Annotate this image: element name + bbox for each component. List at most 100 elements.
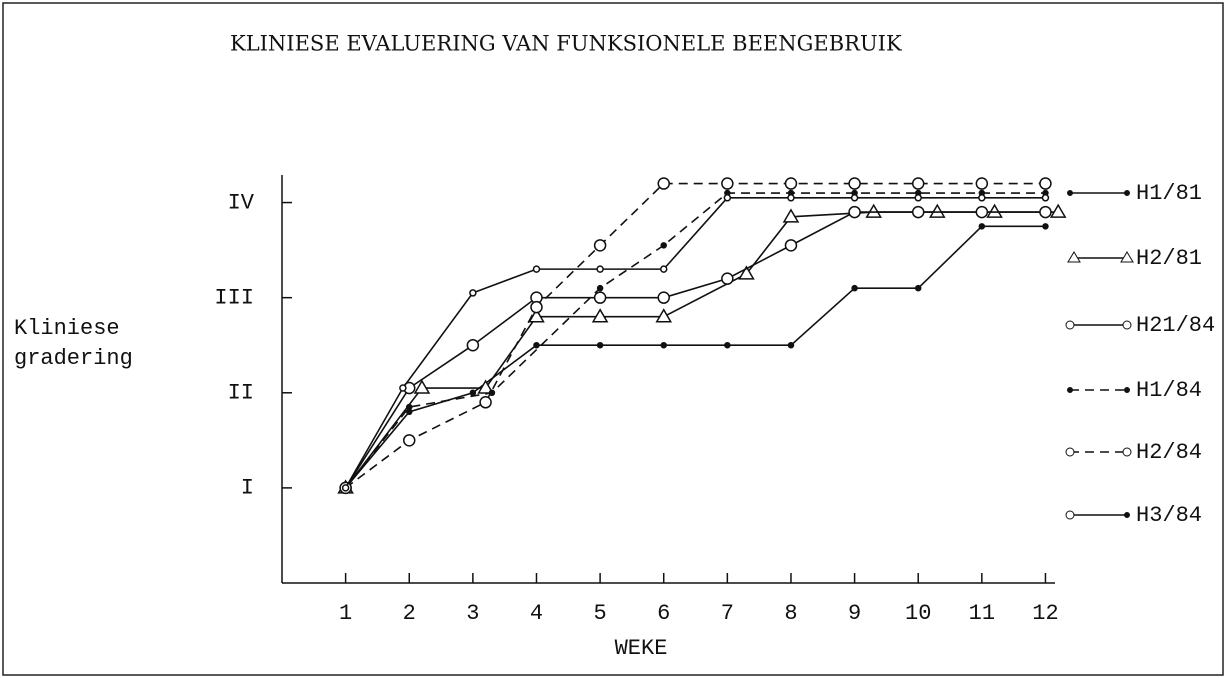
point [975, 177, 989, 190]
point [911, 177, 925, 190]
point [488, 389, 496, 397]
x-tick-label: 1 [339, 601, 352, 626]
series-line [344, 197, 1046, 489]
point [659, 265, 668, 273]
x-axis-label: WEKE [615, 636, 668, 661]
point [787, 194, 795, 202]
point [596, 265, 604, 273]
legend-marker [1065, 447, 1075, 457]
point [928, 203, 946, 218]
point [978, 194, 986, 202]
point [914, 194, 922, 202]
point [596, 284, 604, 292]
point [657, 177, 670, 190]
x-tick-label: 12 [1032, 601, 1058, 626]
legend-marker [1120, 251, 1134, 263]
legend-label: H3/84 [1136, 503, 1202, 528]
point [402, 434, 416, 447]
legend-label: H21/84 [1136, 313, 1215, 338]
point [660, 242, 667, 249]
point [848, 205, 861, 219]
point [530, 300, 543, 314]
point [405, 403, 413, 411]
series-line [345, 225, 1046, 489]
point [911, 205, 925, 219]
y-tick-label: III [214, 285, 254, 310]
point [865, 203, 882, 218]
point [413, 379, 431, 394]
legend-marker [1065, 510, 1075, 520]
legend-marker [1124, 190, 1130, 196]
point [532, 265, 541, 273]
legend-marker [1122, 320, 1132, 330]
x-tick-label: 2 [403, 601, 416, 626]
point [784, 239, 798, 252]
legend-marker [1124, 387, 1130, 393]
point [721, 177, 734, 190]
series-line [344, 211, 1059, 489]
x-tick-label: 10 [905, 601, 931, 626]
y-axis-label: gradering [14, 346, 133, 371]
x-tick-label: 11 [969, 601, 995, 626]
point [469, 289, 477, 297]
point [787, 341, 795, 349]
series-line [344, 192, 1046, 489]
point [782, 208, 800, 223]
point [848, 177, 861, 190]
legend-label: H2/81 [1136, 246, 1202, 271]
point [1042, 223, 1049, 230]
point [738, 265, 755, 280]
point [1049, 203, 1067, 218]
point [850, 194, 859, 202]
point [655, 308, 673, 323]
legend-label: H1/84 [1136, 378, 1202, 403]
legend-label: H1/81 [1136, 181, 1202, 206]
point [477, 379, 494, 394]
legend-marker [1124, 512, 1130, 518]
point [479, 396, 492, 409]
x-tick-label: 9 [848, 601, 861, 626]
point [593, 291, 607, 304]
x-tick-label: 4 [530, 601, 543, 626]
point [660, 341, 667, 349]
point [533, 341, 540, 349]
point [723, 194, 732, 202]
point [986, 203, 1003, 218]
point [399, 384, 407, 392]
series-line [344, 211, 1046, 489]
legend-marker [1065, 320, 1075, 330]
x-tick-label: 7 [721, 601, 734, 626]
x-tick-label: 3 [466, 601, 479, 626]
point [724, 341, 731, 349]
point [469, 389, 477, 397]
y-tick-label: IV [228, 190, 255, 215]
point [341, 484, 350, 492]
point [528, 308, 545, 323]
point [466, 338, 480, 352]
legend-marker [1122, 447, 1132, 457]
point [784, 177, 798, 190]
point [596, 341, 604, 349]
y-tick-label: I [241, 476, 254, 501]
legend-marker [1067, 190, 1073, 196]
y-tick-label: II [228, 381, 254, 406]
point [1039, 205, 1052, 219]
point [593, 239, 607, 252]
point [978, 223, 986, 230]
x-tick-label: 8 [784, 601, 797, 626]
point [591, 308, 609, 323]
y-axis-label: Kliniese [14, 316, 120, 341]
legend-marker [1067, 251, 1081, 263]
point [851, 284, 858, 292]
chart-title: KLINIESE EVALUERING VAN FUNKSIONELE BEEN… [230, 32, 902, 56]
point [1039, 177, 1052, 190]
legend-marker [1067, 387, 1073, 393]
point [975, 205, 989, 219]
legend-label: H2/84 [1136, 440, 1202, 465]
series-line [345, 182, 1046, 489]
point [721, 272, 734, 285]
x-tick-label: 5 [594, 601, 607, 626]
point [914, 284, 922, 292]
